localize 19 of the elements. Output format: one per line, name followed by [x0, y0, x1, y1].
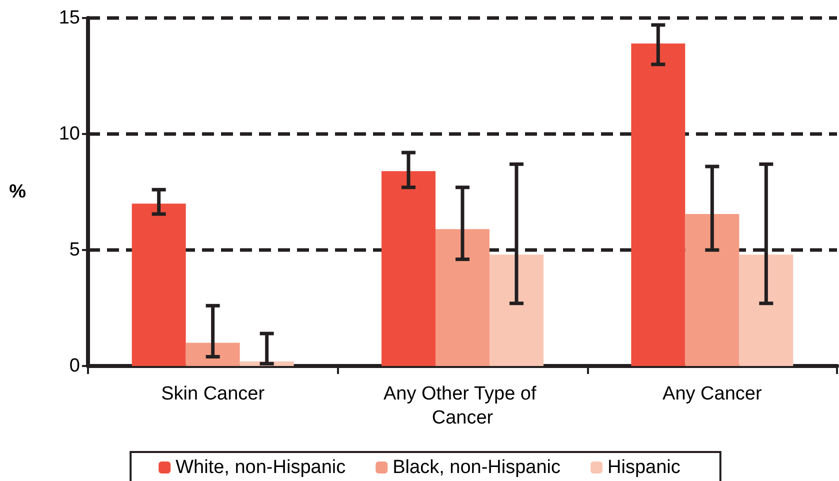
y-tick-label: 15: [58, 8, 80, 28]
legend-label: Black, non-Hispanic: [392, 457, 561, 478]
bar: [739, 254, 794, 366]
bar: [382, 171, 436, 366]
x-tick-label: Skin Cancer: [161, 384, 266, 404]
bar: [490, 254, 544, 366]
bar: [685, 214, 740, 366]
x-tick-label: Any Cancer: [662, 384, 762, 404]
bar: [436, 229, 490, 366]
bar: [186, 342, 240, 366]
y-tick-label: 0: [69, 356, 80, 376]
y-tick-label: 10: [58, 124, 80, 144]
y-tick-label: 5: [69, 240, 80, 260]
x-tick-label: Any Other Type of Cancer: [383, 384, 542, 428]
legend-label: Hispanic: [608, 457, 680, 478]
bar: [631, 44, 686, 366]
legend-label: White, non-Hispanic: [176, 457, 346, 478]
y-axis-title: %: [9, 182, 26, 202]
bar: [132, 204, 186, 366]
